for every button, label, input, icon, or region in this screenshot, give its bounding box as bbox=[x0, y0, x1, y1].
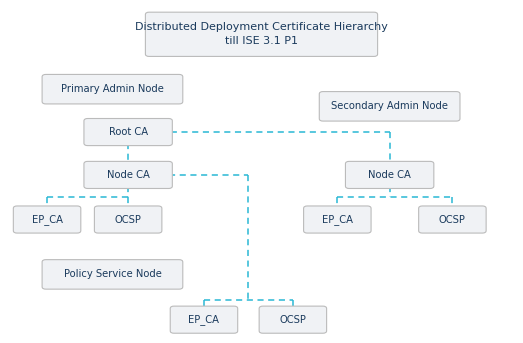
Text: Node CA: Node CA bbox=[107, 170, 150, 180]
Text: EP_CA: EP_CA bbox=[322, 214, 353, 225]
FancyBboxPatch shape bbox=[94, 206, 162, 233]
Text: OCSP: OCSP bbox=[279, 315, 306, 325]
FancyBboxPatch shape bbox=[170, 306, 237, 333]
FancyBboxPatch shape bbox=[259, 306, 326, 333]
FancyBboxPatch shape bbox=[345, 162, 434, 189]
FancyBboxPatch shape bbox=[418, 206, 486, 233]
Text: OCSP: OCSP bbox=[115, 214, 142, 225]
FancyBboxPatch shape bbox=[42, 74, 183, 104]
Text: Distributed Deployment Certificate Hierarchy
till ISE 3.1 P1: Distributed Deployment Certificate Hiera… bbox=[135, 22, 388, 46]
Text: Root CA: Root CA bbox=[109, 127, 147, 137]
FancyBboxPatch shape bbox=[13, 206, 81, 233]
FancyBboxPatch shape bbox=[84, 119, 173, 145]
Text: EP_CA: EP_CA bbox=[31, 214, 63, 225]
Text: Primary Admin Node: Primary Admin Node bbox=[61, 84, 164, 94]
Text: EP_CA: EP_CA bbox=[188, 314, 220, 325]
Text: Policy Service Node: Policy Service Node bbox=[63, 269, 162, 280]
FancyBboxPatch shape bbox=[145, 12, 378, 56]
FancyBboxPatch shape bbox=[319, 92, 460, 121]
Text: Node CA: Node CA bbox=[368, 170, 411, 180]
Text: OCSP: OCSP bbox=[439, 214, 466, 225]
FancyBboxPatch shape bbox=[84, 162, 173, 189]
Text: Secondary Admin Node: Secondary Admin Node bbox=[331, 101, 448, 111]
FancyBboxPatch shape bbox=[303, 206, 371, 233]
FancyBboxPatch shape bbox=[42, 260, 183, 289]
